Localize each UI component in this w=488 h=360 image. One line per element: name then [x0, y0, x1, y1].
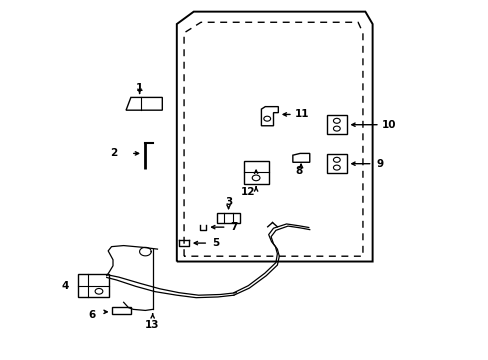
Text: 9: 9 [376, 159, 383, 169]
Text: 2: 2 [110, 148, 117, 158]
Bar [326, 116, 346, 134]
Text: 5: 5 [211, 238, 219, 248]
Polygon shape [292, 153, 309, 162]
Polygon shape [126, 98, 162, 110]
Text: 12: 12 [241, 188, 255, 197]
Text: 13: 13 [144, 320, 159, 330]
Bar [217, 213, 240, 223]
Text: 7: 7 [230, 222, 237, 232]
Bar [326, 154, 346, 173]
Text: 4: 4 [62, 281, 69, 291]
Text: 10: 10 [382, 120, 396, 130]
Text: 8: 8 [294, 166, 302, 176]
Bar [78, 274, 109, 297]
Bar [111, 307, 131, 314]
Text: 11: 11 [295, 109, 309, 120]
Polygon shape [261, 107, 278, 126]
Text: 1: 1 [136, 83, 143, 93]
Text: 6: 6 [88, 310, 96, 320]
Text: 3: 3 [224, 197, 232, 207]
Bar [243, 161, 268, 184]
